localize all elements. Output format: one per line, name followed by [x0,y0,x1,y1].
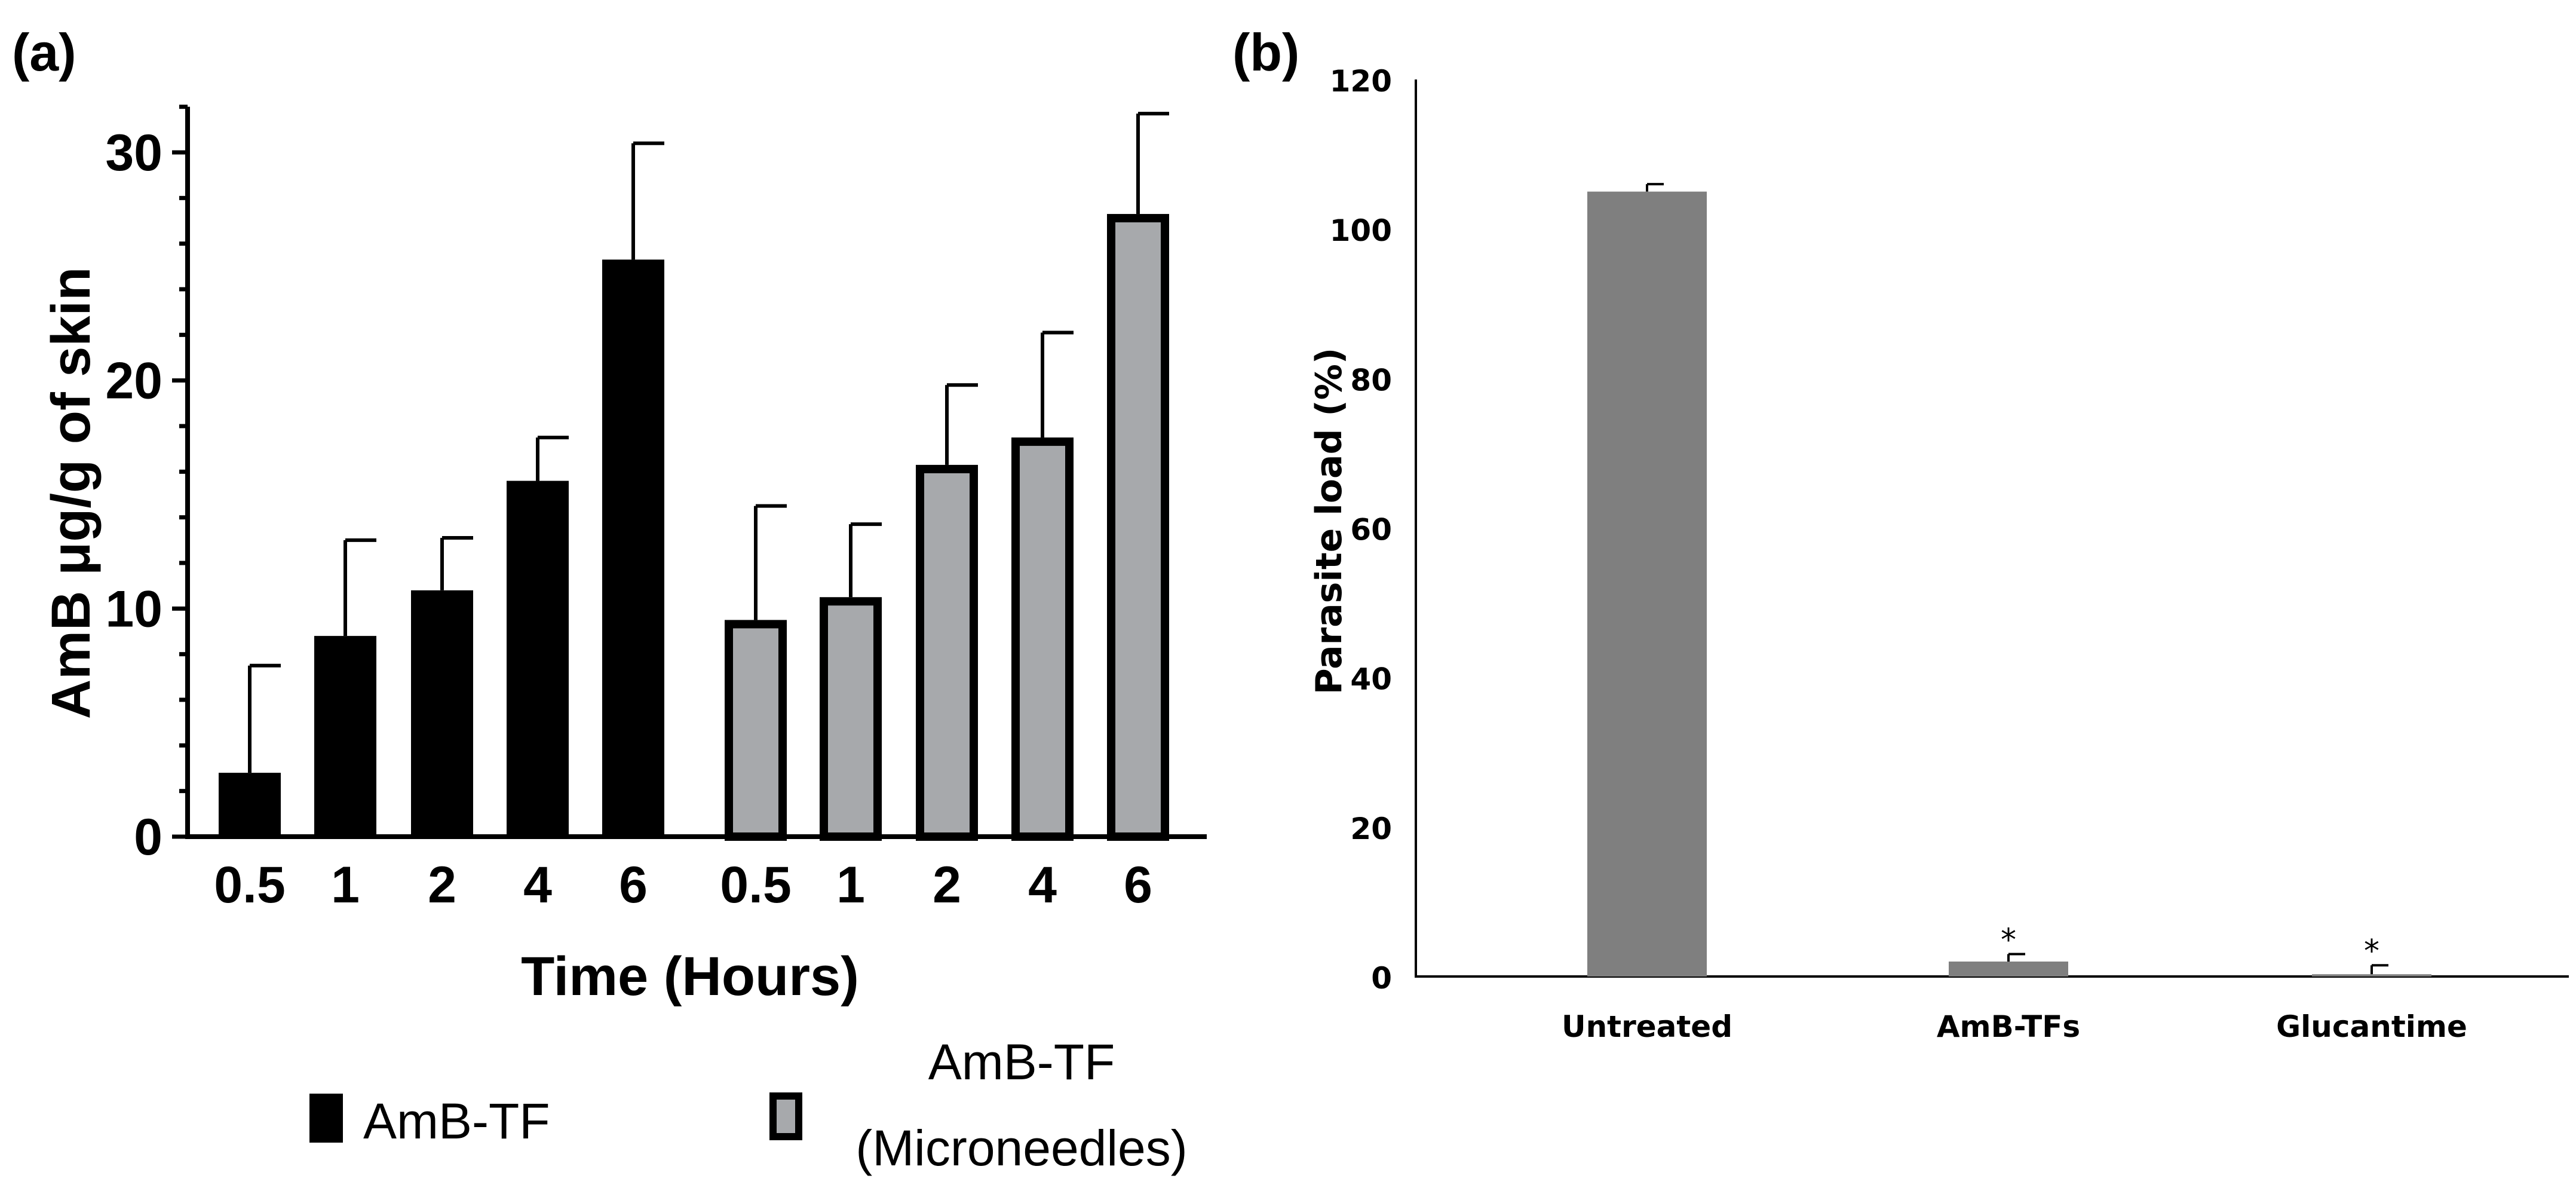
bar-amb-tf-microneedles-6 [1107,214,1169,841]
legend-swatch-amb-tf [309,1094,343,1143]
bar-amb-tfs [1949,961,2068,976]
panel-a-label: (a) [12,23,76,82]
panel-a-y-tick-label-0: 0 [134,809,162,866]
legend-label-amb-tf: AmB-TF [363,1093,550,1149]
panel-a-x-tick-label-amb-tf-microneedles-6: 6 [1124,856,1152,914]
panel-a-x-tick-label-amb-tf-6: 6 [619,856,648,914]
panel-b-y-axis-label: Parasite load (%) [1308,348,1350,695]
panel-b-label: (b) [1232,23,1299,82]
panel-a-x-tick-label-amb-tf-microneedles-1: 1 [836,856,865,914]
legend-label-amb-tf-microneedles-line1: AmB-TF [928,1034,1115,1090]
panel-b-y-tick-label-0: 0 [1371,961,1392,996]
panel-a-x-ticks: 0.5 1 2 4 6 0.5 1 2 4 6 [214,856,1152,914]
panel-a-x-tick-label-amb-tf-microneedles-0-5: 0.5 [720,856,792,914]
panel-b-x-tick-label-untreated: Untreated [1562,1009,1732,1044]
panel-b-y-tick-label-80: 80 [1350,363,1392,397]
bar-glucantime [2312,974,2431,976]
bar-amb-tf-0-5 [219,773,281,837]
panel-a-y-tick-label-20: 20 [105,353,162,410]
panel-a-x-axis-label: Time (Hours) [521,946,859,1007]
bar-amb-tf-microneedles-0-5 [725,620,787,841]
bar-amb-tf-microneedles-1 [820,597,882,841]
panel-a-y-tick-label-30: 30 [105,124,162,182]
bar-amb-tf-4 [507,480,569,837]
panel-a-legend: AmB-TF AmB-TF (Microneedles) [309,1034,1188,1176]
panel-b-x-tick-label-glucantime: Glucantime [2276,1009,2467,1044]
bar-amb-tf-microneedles-2 [916,464,978,841]
bar-amb-tf-6 [602,259,664,837]
panel-b-y-tick-label-40: 40 [1350,662,1392,697]
panel-a-y-ticks: 0 10 20 30 [105,105,190,866]
panel-a-x-tick-label-amb-tf-4: 4 [523,856,552,914]
panel-b-y-ticks: 0 20 40 60 80 100 120 [1330,64,1417,996]
bar-untreated [1587,191,1707,976]
panel-b-x-tick-label-amb-tfs: AmB-TFs [1937,1009,2080,1044]
significance-marker-glucantime: * [2364,933,2379,969]
panel-b-y-tick-label-120: 120 [1330,64,1392,99]
panel-b-y-tick-label-20: 20 [1350,812,1392,846]
panel-a-y-tick-label-10: 10 [105,580,162,638]
panel-a-x-tick-label-amb-tf-1: 1 [331,856,360,914]
panel-a-y-axis-label: AmB μg/g of skin [41,267,102,720]
bar-amb-tf-1 [314,636,376,837]
panel-a-bars [185,112,1207,841]
panel-b-x-ticks: Untreated AmB-TFs Glucantime [1562,1009,2467,1044]
legend-swatch-amb-tf-microneedles [769,1092,802,1140]
panel-b-bars: * * [1416,183,2569,978]
legend-label-amb-tf-microneedles-line2: (Microneedles) [855,1120,1188,1176]
bar-amb-tf-microneedles-4 [1011,437,1074,841]
significance-marker-amb-tfs: * [2001,922,2016,958]
panel-b-y-tick-label-60: 60 [1350,513,1392,547]
bar-amb-tf-2 [411,590,473,837]
panel-b-y-tick-label-100: 100 [1330,213,1392,248]
panel-a-x-tick-label-amb-tf-2: 2 [428,856,456,914]
panel-a: (a) AmB μg/g of skin 0 10 20 30 0.5 1 2 4 6 0.5 1… [12,23,1207,1176]
panel-a-x-tick-label-amb-tf-microneedles-4: 4 [1028,856,1057,914]
panel-a-x-tick-label-amb-tf-microneedles-2: 2 [933,856,961,914]
panel-a-x-tick-label-amb-tf-0-5: 0.5 [214,856,286,914]
